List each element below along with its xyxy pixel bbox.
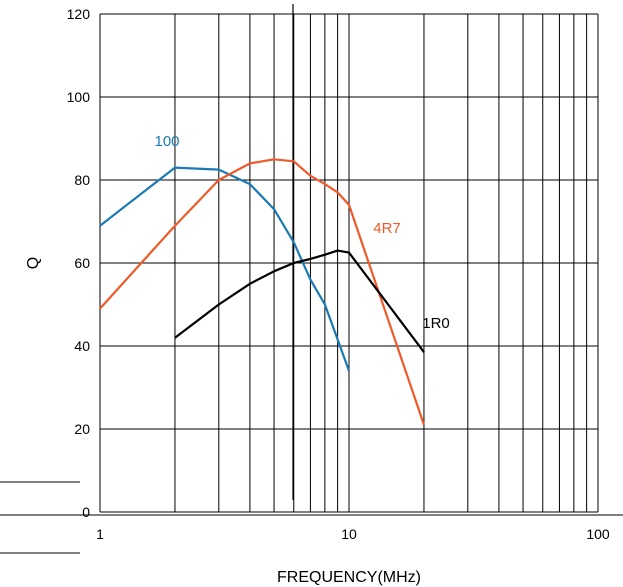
- series-label-4r7: 4R7: [373, 220, 401, 237]
- series-group: 100 4R7 1R0: [99, 133, 450, 426]
- series-label-1r0: 1R0: [422, 315, 450, 332]
- y-axis-title: Q: [25, 257, 42, 269]
- series-line-100: [99, 166, 351, 372]
- x-tick-label: 1: [96, 526, 104, 542]
- grid: [99, 13, 599, 513]
- series-line-1r0: [174, 249, 425, 353]
- x-tick-labels: 1 10 100: [96, 526, 610, 542]
- y-tick-label: 0: [82, 504, 90, 520]
- x-axis-title: FREQUENCY(MHz): [277, 569, 421, 586]
- y-tick-label: 60: [74, 255, 90, 271]
- y-tick-label: 100: [67, 89, 91, 105]
- y-tick-label: 120: [67, 6, 91, 22]
- x-tick-label: 100: [586, 526, 610, 542]
- series-line-4r7: [99, 158, 426, 426]
- y-tick-label: 20: [74, 421, 90, 437]
- x-tick-label: 10: [341, 526, 357, 542]
- y-tick-label: 80: [74, 172, 90, 188]
- series-label-100: 100: [154, 133, 179, 150]
- y-tick-labels: 0 20 40 60 80 100 120: [67, 6, 91, 520]
- y-tick-label: 40: [74, 338, 90, 354]
- decor-lines: [0, 4, 623, 554]
